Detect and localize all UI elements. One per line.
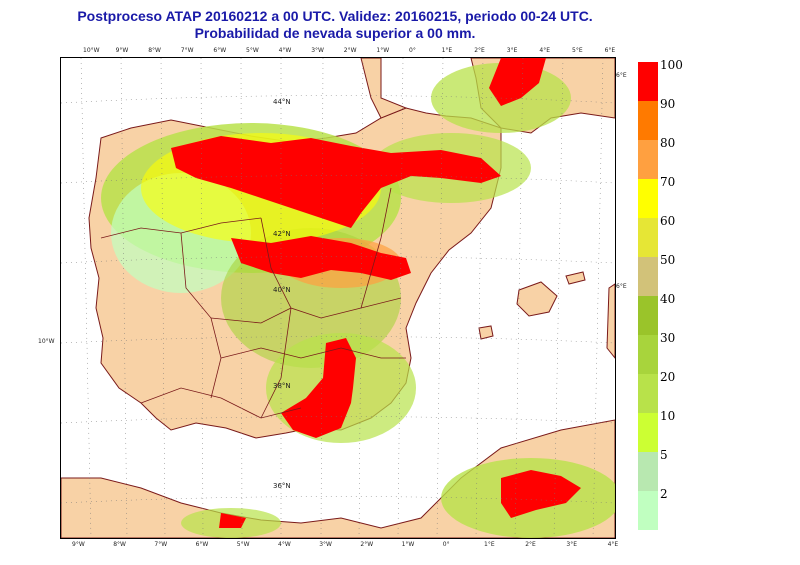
bottom-tick-label: 8°W [113, 541, 126, 548]
legend-swatch [638, 218, 658, 257]
top-tick-label: 5°W [246, 47, 259, 54]
legend-label: 90 [660, 97, 676, 111]
legend-swatch [638, 452, 658, 491]
sardinia-edge [606, 283, 615, 359]
ibiza [478, 325, 494, 340]
side-tick-label: 10°W [38, 338, 55, 345]
bottom-tick-label: 4°E [607, 541, 619, 548]
legend-swatch [638, 413, 658, 452]
top-tick-label: 5°E [572, 47, 583, 54]
legend-swatch [638, 335, 658, 374]
top-tick-label: 4°W [278, 47, 292, 54]
bottom-tick-label: 4°W [278, 541, 291, 548]
legend-swatch [638, 374, 658, 413]
legend-label: 70 [660, 175, 676, 189]
lat-label: 40°N [273, 286, 291, 294]
side-tick-label: 6°E [616, 72, 627, 79]
top-tick-label: 4°E [539, 47, 550, 54]
bottom-tick-label: 6°W [195, 541, 209, 548]
bottom-tick-label: 0° [442, 541, 450, 548]
top-tick-label: 7°W [180, 47, 194, 54]
side-tick-label: 6°E [616, 283, 627, 290]
top-tick-label: 9°W [115, 47, 129, 54]
map-canvas [61, 58, 615, 538]
legend-swatch [638, 491, 658, 530]
legend-swatch [638, 179, 658, 218]
legend-label: 20 [660, 370, 676, 384]
top-tick-label: 3°E [506, 47, 518, 54]
legend-label: 50 [660, 253, 676, 267]
menorca [565, 271, 586, 285]
map-frame: 44°N 42°N 40°N 38°N 36°N [60, 57, 616, 539]
legend-label: 40 [660, 292, 676, 306]
legend-label: 5 [660, 448, 668, 462]
legend-swatch [638, 296, 658, 335]
top-tick-label: 2°E [474, 47, 485, 54]
bottom-tick-label: 1°E [484, 541, 495, 548]
legend-label: 10 [660, 409, 676, 423]
legend-swatch [638, 140, 658, 179]
legend-label: 80 [660, 136, 676, 150]
legend-swatch [638, 257, 658, 296]
legend-label: 30 [660, 331, 676, 345]
bottom-tick-label: 3°W [319, 541, 332, 548]
lat-label: 42°N [273, 230, 291, 238]
map-subtitle: Probabilidad de nevada superior a 00 mm. [194, 25, 476, 41]
top-tick-label: 0° [409, 47, 416, 54]
lat-label: 36°N [273, 482, 291, 490]
lat-label: 38°N [273, 382, 291, 390]
legend-label: 2 [660, 487, 668, 501]
bottom-tick-label: 3°E [566, 541, 577, 548]
legend-label: 60 [660, 214, 676, 228]
bottom-tick-label: 9°W [72, 541, 85, 548]
snow-probability-field [101, 58, 615, 538]
bottom-tick-label: 7°W [154, 541, 168, 548]
top-tick-label: 2°W [343, 47, 357, 54]
top-tick-label: 1°W [376, 47, 390, 54]
bottom-tick-label: 1°W [401, 541, 415, 548]
top-tick-label: 8°W [148, 47, 161, 54]
lat-label: 44°N [273, 98, 291, 106]
bottom-tick-label: 5°W [236, 541, 250, 548]
legend-label: 100 [660, 58, 683, 72]
map-title: Postproceso ATAP 20160212 a 00 UTC. Vali… [77, 8, 593, 24]
top-tick-label: 6°E [604, 47, 616, 54]
mallorca [516, 281, 558, 317]
bottom-tick-label: 2°E [525, 541, 536, 548]
legend-swatch [638, 101, 658, 140]
top-tick-label: 10°W [83, 47, 100, 54]
graticule [61, 58, 615, 538]
bottom-tick-label: 2°W [360, 541, 374, 548]
top-tick-label: 3°W [311, 47, 324, 54]
legend-swatch [638, 62, 658, 101]
color-legend [638, 62, 658, 530]
top-tick-label: 1°E [441, 47, 453, 54]
top-tick-label: 6°W [213, 47, 227, 54]
